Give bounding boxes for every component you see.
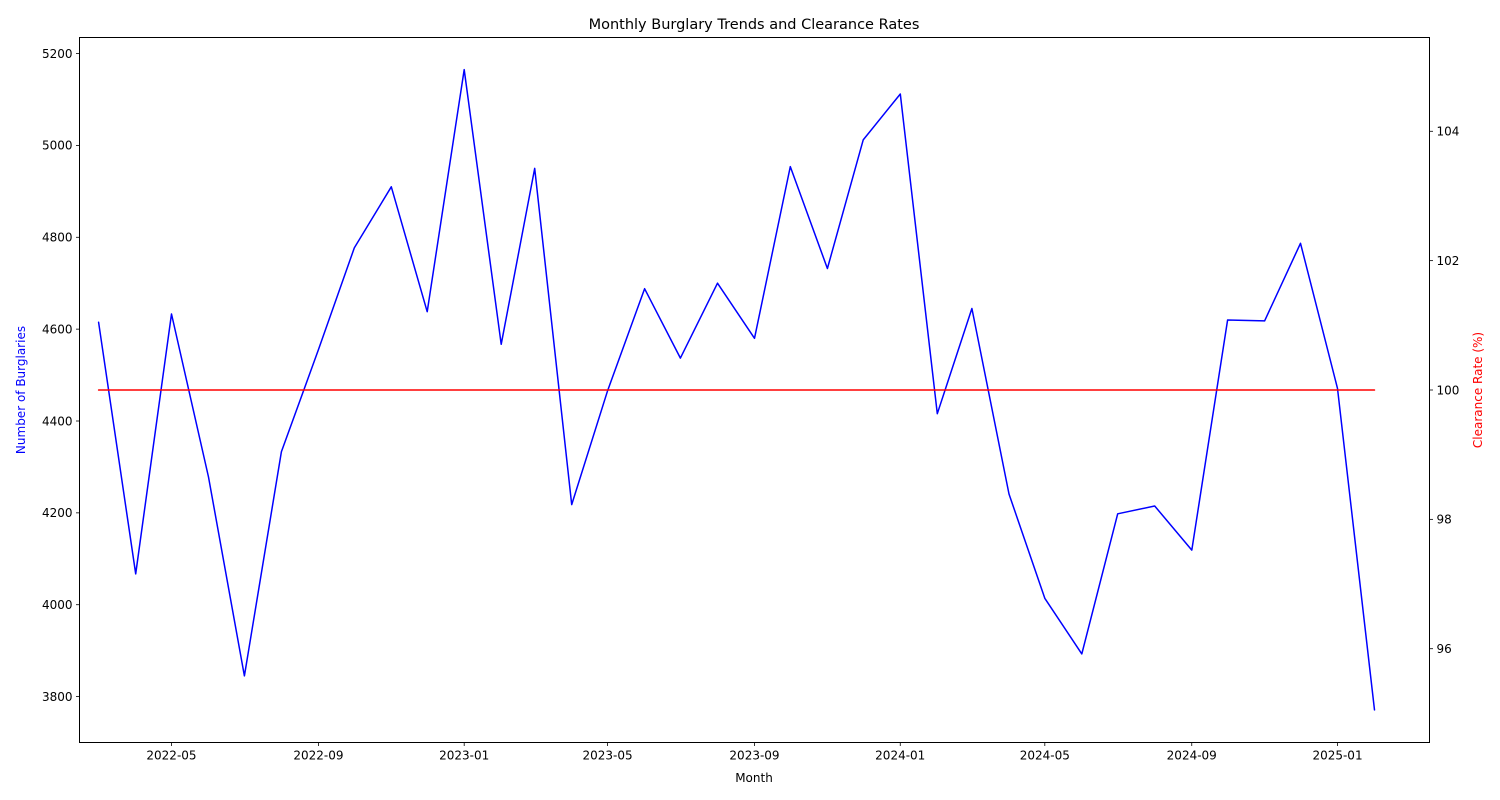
y-axis-left-title: Number of Burglaries <box>14 326 28 454</box>
x-tick-label: 2024-05 <box>1020 749 1070 763</box>
series-line-burglaries <box>97 68 1376 711</box>
y-left-tick-label: 3800 <box>42 690 73 704</box>
y-left-tick-label: 4400 <box>42 414 73 428</box>
x-tick-label: 2022-09 <box>293 749 343 763</box>
y-right-tick-label: 98 <box>1437 513 1452 527</box>
y-right-tick-label: 100 <box>1437 383 1460 397</box>
y-axis-right-title: Clearance Rate (%) <box>1471 332 1485 448</box>
y-left-tick-label: 4000 <box>42 598 73 612</box>
y-right-tick-label: 96 <box>1437 642 1452 656</box>
x-tick-label: 2024-09 <box>1167 749 1217 763</box>
plot-area <box>97 68 1376 711</box>
x-axis-title: Month <box>735 771 773 785</box>
chart-title: Monthly Burglary Trends and Clearance Ra… <box>589 17 920 33</box>
y-left-tick-label: 4200 <box>42 506 73 520</box>
x-tick-label: 2023-01 <box>439 749 489 763</box>
y-left-tick-label: 4600 <box>42 322 73 336</box>
x-axis: 2022-05 2022-09 2023-01 2023-05 2023-09 2024-… <box>146 742 1363 763</box>
x-tick-label: 2022-05 <box>146 749 196 763</box>
y-axis-right: 96 98 100 102 104 <box>1429 125 1460 656</box>
x-tick-label: 2025-01 <box>1312 749 1362 763</box>
y-left-tick-label: 5000 <box>42 139 73 153</box>
y-left-tick-label: 5200 <box>42 47 73 61</box>
y-axis-left: 3800 4000 4200 4400 4600 4800 5000 5200 <box>42 47 80 704</box>
x-tick-label: 2023-05 <box>582 749 632 763</box>
y-right-tick-label: 104 <box>1437 125 1460 139</box>
y-left-tick-label: 4800 <box>42 231 73 245</box>
x-tick-label: 2023-09 <box>729 749 779 763</box>
x-tick-label: 2024-01 <box>875 749 925 763</box>
y-right-tick-label: 102 <box>1437 254 1460 268</box>
